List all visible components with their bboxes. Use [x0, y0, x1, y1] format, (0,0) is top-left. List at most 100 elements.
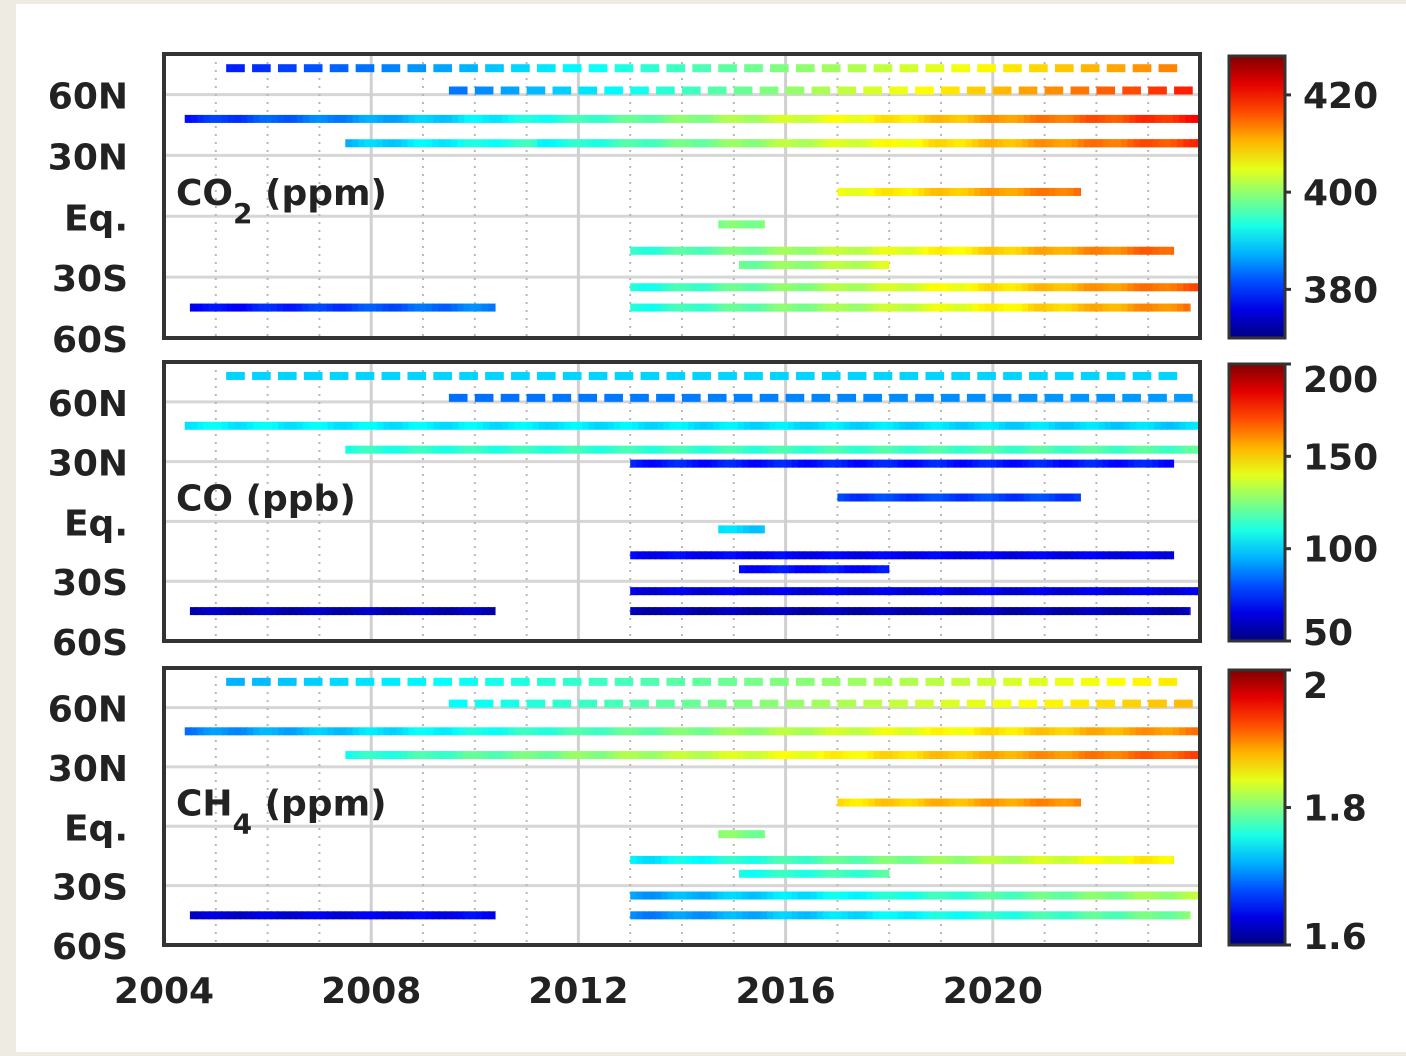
data-segment	[694, 114, 702, 123]
data-segment	[729, 139, 737, 148]
data-segment	[196, 911, 204, 920]
data-segment	[961, 114, 969, 123]
data-segment	[832, 565, 840, 574]
data-segment	[469, 751, 477, 760]
data-segment	[693, 751, 701, 760]
data-segment	[897, 303, 905, 312]
y-tick-label: 60N	[48, 690, 128, 731]
data-segment	[1073, 421, 1081, 430]
data-segment	[581, 445, 589, 454]
data-segment	[972, 246, 980, 255]
data-segment	[655, 551, 663, 560]
data-segment	[1052, 587, 1061, 596]
data-segment	[1040, 283, 1048, 292]
data-segment	[868, 798, 876, 807]
data-segment	[754, 303, 762, 312]
data-segment	[1164, 139, 1173, 148]
data-segment	[992, 114, 1001, 123]
data-segment	[972, 911, 980, 920]
data-segment	[1104, 421, 1112, 430]
data-segment	[1160, 421, 1168, 430]
data-segment	[891, 303, 899, 312]
data-segment	[1077, 855, 1086, 864]
data-segment	[1061, 114, 1069, 123]
data-segment	[686, 303, 694, 312]
data-segment	[1065, 303, 1073, 312]
data-segment	[785, 551, 793, 560]
data-segment	[511, 371, 530, 380]
data-segment	[801, 869, 809, 878]
data-segment	[407, 751, 415, 760]
data-segment	[929, 751, 937, 760]
data-segment	[719, 727, 727, 736]
data-segment	[329, 64, 349, 73]
data-segment	[829, 855, 837, 864]
data-segment	[717, 855, 725, 864]
data-segment	[642, 139, 650, 148]
data-segment	[1052, 891, 1061, 900]
data-segment	[1065, 607, 1073, 616]
data-segment	[978, 911, 986, 920]
data-segment	[203, 421, 211, 430]
data-segment	[215, 727, 224, 736]
data-segment	[351, 445, 359, 454]
data-segment	[426, 139, 434, 148]
data-segment	[1109, 751, 1118, 760]
data-segment	[733, 393, 753, 402]
data-segment	[246, 727, 255, 736]
data-segment	[860, 587, 868, 596]
data-segment	[1183, 303, 1190, 312]
data-segment	[650, 727, 659, 736]
data-segment	[897, 891, 905, 900]
data-segment	[785, 393, 805, 402]
data-segment	[704, 855, 713, 864]
data-segment	[798, 283, 806, 292]
data-segment	[655, 891, 663, 900]
data-segment	[1174, 86, 1193, 95]
data-segment	[800, 421, 808, 430]
data-segment	[836, 751, 844, 760]
data-segment	[345, 911, 353, 920]
data-segment	[355, 371, 375, 380]
data-segment	[1073, 493, 1081, 502]
data-segment	[197, 421, 205, 430]
data-segment	[893, 421, 901, 430]
data-segment	[911, 421, 920, 430]
data-segment	[1159, 751, 1167, 760]
data-segment	[264, 303, 272, 312]
data-segment	[991, 445, 1000, 454]
data-segment	[1108, 303, 1117, 312]
data-segment	[636, 891, 644, 900]
data-segment	[978, 283, 986, 292]
data-segment	[922, 246, 930, 255]
data-segment	[853, 587, 862, 596]
data-segment	[829, 587, 837, 596]
data-segment	[601, 727, 609, 736]
data-segment	[804, 283, 812, 292]
data-segment	[1170, 551, 1175, 560]
data-segment	[711, 551, 719, 560]
data-segment	[798, 911, 806, 920]
data-track	[630, 459, 1175, 468]
data-segment	[1023, 114, 1032, 123]
data-segment	[978, 891, 986, 900]
data-segment	[872, 246, 880, 255]
data-segment	[1040, 139, 1048, 148]
data-segment	[1158, 911, 1166, 920]
data-segment	[822, 891, 831, 900]
data-segment	[770, 869, 778, 878]
data-segment	[1115, 855, 1123, 864]
data-segment	[903, 303, 911, 312]
data-segment	[661, 551, 669, 560]
data-segment	[700, 421, 708, 430]
data-segment	[1195, 283, 1200, 292]
data-segment	[953, 607, 961, 616]
data-segment	[743, 220, 751, 229]
data-segment	[630, 587, 638, 596]
data-segment	[903, 855, 911, 864]
data-segment	[782, 565, 790, 574]
data-segment	[1036, 798, 1044, 807]
y-tick-label: 60S	[52, 320, 128, 361]
data-segment	[930, 114, 938, 123]
data-segment	[897, 855, 905, 864]
